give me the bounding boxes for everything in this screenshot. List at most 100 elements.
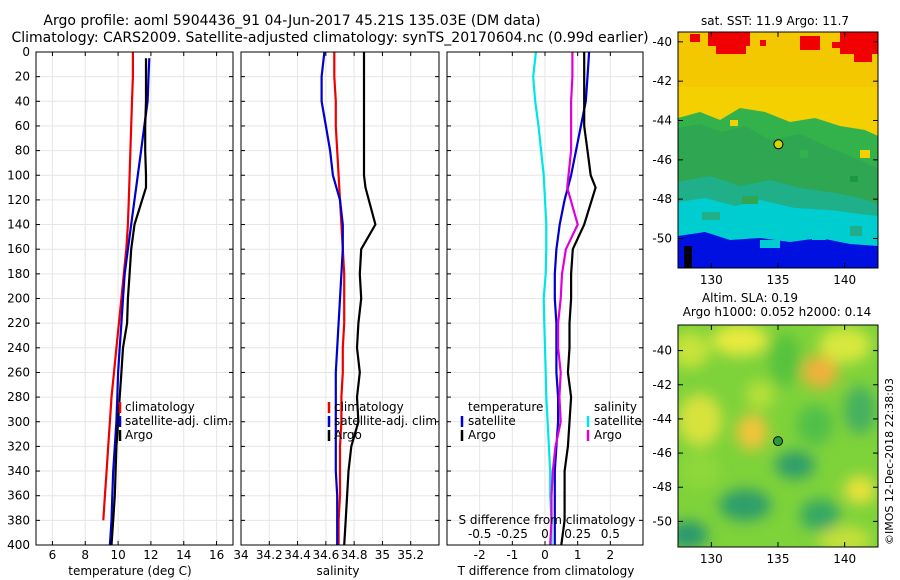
s-difference-ticklabels: -0.5 -0.25 0 0.25 0.5 — [468, 527, 620, 541]
sst-warm-patch — [800, 36, 820, 50]
x-tick-label: 8 — [81, 548, 89, 562]
legend-title-temperature: temperature — [468, 400, 543, 414]
sla-map-subtitle: Argo h1000: 0.052 h2000: 0.14 — [683, 305, 872, 319]
legend-label-t-argo: Argo — [468, 428, 496, 442]
map-x-tick-label: 140 — [833, 273, 856, 287]
sst-pixel-patch — [690, 102, 700, 110]
map-y-tick-label: -46 — [652, 446, 672, 460]
salinity-series — [320, 52, 377, 545]
series-line-satellite-adj-clim- — [108, 58, 151, 545]
sla-map-panel: Altim. SLA: 0.19 Argo h1000: 0.052 h2000… — [652, 291, 879, 566]
difference-panel: -2 -1 0 1 2 T difference from climatology S … — [446, 51, 644, 578]
sla-map-field — [678, 325, 878, 547]
temperature-grid — [36, 51, 233, 546]
map-y-tick-label: -40 — [652, 344, 672, 358]
s-x-tick-label: -0.5 — [468, 527, 491, 541]
legend-label-argo: Argo — [334, 428, 362, 442]
y-tick-label: 180 — [7, 267, 30, 281]
y-tick-label: 260 — [7, 365, 30, 379]
sst-warm-patch — [840, 32, 878, 54]
x-tick-label: 34.6 — [312, 548, 339, 562]
s-x-tick-label: 0.25 — [564, 527, 591, 541]
x-tick-label: 14 — [176, 548, 191, 562]
series-line-climatology — [333, 52, 346, 545]
y-tick-label: 20 — [15, 70, 30, 84]
x-tick-label: 35 — [375, 548, 390, 562]
y-tick-label: 320 — [7, 439, 30, 453]
series-line-temperature-argo — [560, 52, 597, 545]
map-y-tick-label: -42 — [652, 74, 672, 88]
y-tick-label: 340 — [7, 464, 30, 478]
map-y-tick-label: -40 — [652, 35, 672, 49]
x-tick-label: 34 — [233, 548, 248, 562]
sst-pixel-patch — [860, 150, 870, 158]
map-x-tick-label: 135 — [767, 273, 790, 287]
x-tick-label: 1 — [574, 548, 582, 562]
sst-warm-patch — [760, 40, 766, 46]
salinity-legend: climatology satellite-adj. clim. Argo — [327, 400, 441, 442]
y-tick-label: 100 — [7, 168, 30, 182]
sst-warm-patch — [854, 54, 872, 62]
series-line-salinity-satellite — [532, 52, 553, 545]
y-tick-label: 360 — [7, 489, 30, 503]
map-y-tick-label: -48 — [652, 192, 672, 206]
figure-title-line-1: Argo profile: aoml 5904436_91 04-Jun-201… — [43, 13, 540, 29]
legend-label-t-satellite: satellite — [468, 414, 516, 428]
sla-map-title: Altim. SLA: 0.19 — [702, 291, 798, 305]
t-difference-xlabel: T difference from climatology — [457, 564, 635, 578]
sst-warm-patch — [708, 32, 750, 46]
sst-warm-patch — [716, 46, 746, 54]
x-tick-label: 34.8 — [341, 548, 368, 562]
legend-label-climatology: climatology — [334, 400, 404, 414]
series-line-temperature-satellite — [553, 52, 591, 545]
sst-warm-patch — [832, 42, 840, 48]
argo-location-marker — [773, 139, 784, 150]
x-tick-label: 10 — [110, 548, 125, 562]
y-tick-label: 140 — [7, 218, 30, 232]
y-tick-label: 280 — [7, 390, 30, 404]
sst-pixel-patch — [812, 232, 826, 240]
s-difference-xlabel: S difference from climatology — [459, 513, 636, 527]
map-y-tick-label: -44 — [652, 114, 672, 128]
series-line-climatology — [102, 52, 134, 521]
sst-pixel-patch — [684, 246, 692, 268]
sst-pixel-patch — [800, 150, 808, 158]
legend-label-climatology: climatology — [125, 400, 195, 414]
x-tick-label: 35.2 — [397, 548, 424, 562]
series-line-salinity-argo — [549, 52, 579, 545]
difference-series — [532, 52, 597, 545]
y-tick-label: 400 — [7, 538, 30, 552]
temperature-xlabel: temperature (deg C) — [68, 564, 191, 578]
y-tick-label: 80 — [15, 144, 30, 158]
sst-map-panel: sat. SST: 11.9 Argo: 11.7 -40 -42 -44 -46 -4… — [652, 14, 879, 287]
legend-label-satellite: satellite-adj. clim. — [125, 414, 232, 428]
sst-pixel-patch — [850, 176, 858, 182]
sst-warm-patch — [690, 34, 700, 42]
temperature-panel: 0 20 40 60 80 100 120 140 160 180 200 220 240 260 280 3… — [7, 45, 234, 578]
x-tick-label: -1 — [506, 548, 518, 562]
figure-title-line-2: Climatology: CARS2009. Satellite-adjuste… — [11, 30, 648, 46]
x-tick-label: 12 — [143, 548, 158, 562]
sst-pixel-patch — [850, 226, 862, 236]
x-tick-label: 2 — [607, 548, 615, 562]
legend-label-argo: Argo — [125, 428, 153, 442]
x-tick-label: 34.2 — [256, 548, 283, 562]
salinity-ticks: 34 34.2 34.4 34.6 34.8 35 35.2 — [233, 51, 439, 562]
s-x-tick-label: 0 — [541, 527, 549, 541]
y-tick-label: 120 — [7, 193, 30, 207]
sst-map-title: sat. SST: 11.9 Argo: 11.7 — [701, 14, 849, 28]
series-line-argo — [343, 52, 377, 545]
y-tick-label: 40 — [15, 94, 30, 108]
sst-pixel-patch — [730, 120, 738, 126]
argo-location-marker-sla — [773, 436, 783, 447]
sst-pixel-patch — [742, 196, 758, 204]
map-x-tick-label: 140 — [833, 552, 856, 566]
sst-map-ticks: -40 -42 -44 -46 -48 -50 130 135 140 — [652, 32, 878, 287]
y-tick-label: 160 — [7, 242, 30, 256]
x-tick-label: 34.4 — [284, 548, 311, 562]
temperature-legend: climatology satellite-adj. clim. Argo — [118, 400, 232, 442]
salinity-panel: 34 34.2 34.4 34.6 34.8 35 35.2 salinity climat… — [233, 51, 441, 578]
map-y-tick-label: -46 — [652, 153, 672, 167]
map-y-tick-label: -48 — [652, 480, 672, 494]
